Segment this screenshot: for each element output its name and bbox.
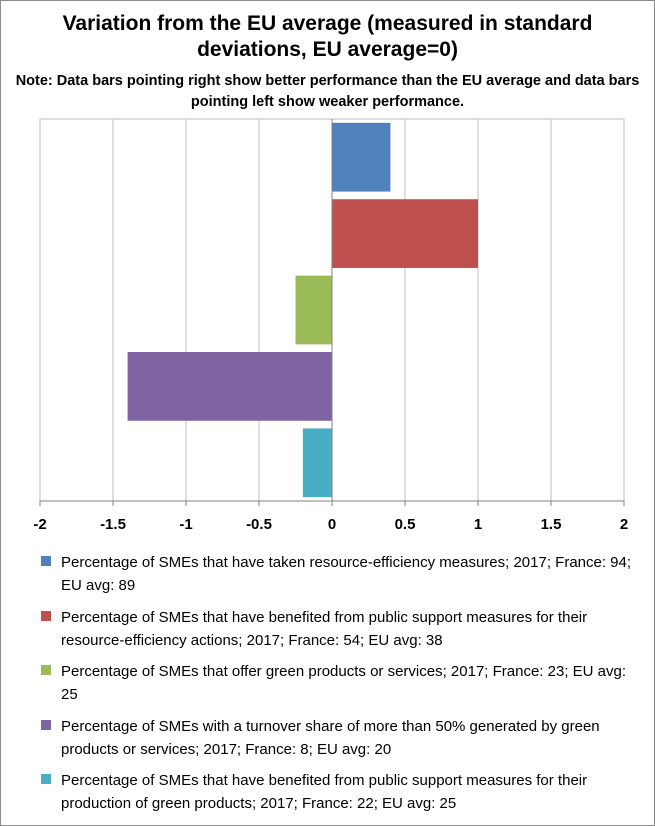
legend-item-4: Percentage of SMEs with a turnover share…	[41, 715, 641, 765]
legend-label: Percentage of SMEs with a turnover share…	[61, 717, 600, 758]
legend-swatch	[41, 610, 51, 621]
bar-1	[332, 122, 391, 192]
tick-label-7: 1.5	[541, 516, 562, 533]
legend-label: Percentage of SMEs that offer green prod…	[61, 663, 627, 703]
legend-label: Percentage of SMEs that have benefited f…	[61, 608, 588, 649]
tick-label-0: -2	[33, 516, 46, 533]
legend-item-3: Percentage of SMEs that offer green prod…	[41, 660, 641, 710]
x-tick-labels: -2 -1.5 -1 -0.5 0 0.5 1 1.5 2	[33, 516, 628, 533]
legend-label: Percentage of SMEs that have benefited f…	[61, 772, 588, 812]
chart-plot: -2 -1.5 -1 -0.5 0 0.5 1 1.5 2	[33, 118, 628, 533]
legend-swatch	[41, 719, 51, 730]
tick-label-1: -1.5	[100, 516, 126, 533]
tick-label-3: -0.5	[246, 516, 272, 533]
bar-3	[295, 275, 332, 345]
legend-item-1: Percentage of SMEs that have taken resou…	[41, 551, 641, 601]
bar-2	[332, 199, 478, 268]
legend-item-5: Percentage of SMEs that have benefited f…	[41, 769, 641, 819]
tick-label-2: -1	[179, 516, 192, 533]
tick-label-4: 0	[328, 516, 336, 533]
bars	[127, 122, 478, 498]
legend-label: Percentage of SMEs that have taken resou…	[61, 554, 632, 594]
tick-label-5: 0.5	[395, 516, 416, 533]
tick-label-6: 1	[474, 516, 482, 533]
chart-subtitle: Note: Data bars pointing right show bett…	[15, 73, 640, 110]
legend-swatch	[41, 556, 51, 566]
bar-4	[127, 352, 332, 421]
tick-label-8: 2	[620, 516, 628, 533]
legend-item-2: Percentage of SMEs that have benefited f…	[41, 606, 641, 656]
chart-title: Variation from the EU average (measured …	[62, 12, 593, 61]
bar-5	[302, 428, 332, 498]
x-axis	[39, 119, 625, 506]
legend-swatch	[41, 665, 51, 675]
legend-swatch	[41, 774, 51, 784]
